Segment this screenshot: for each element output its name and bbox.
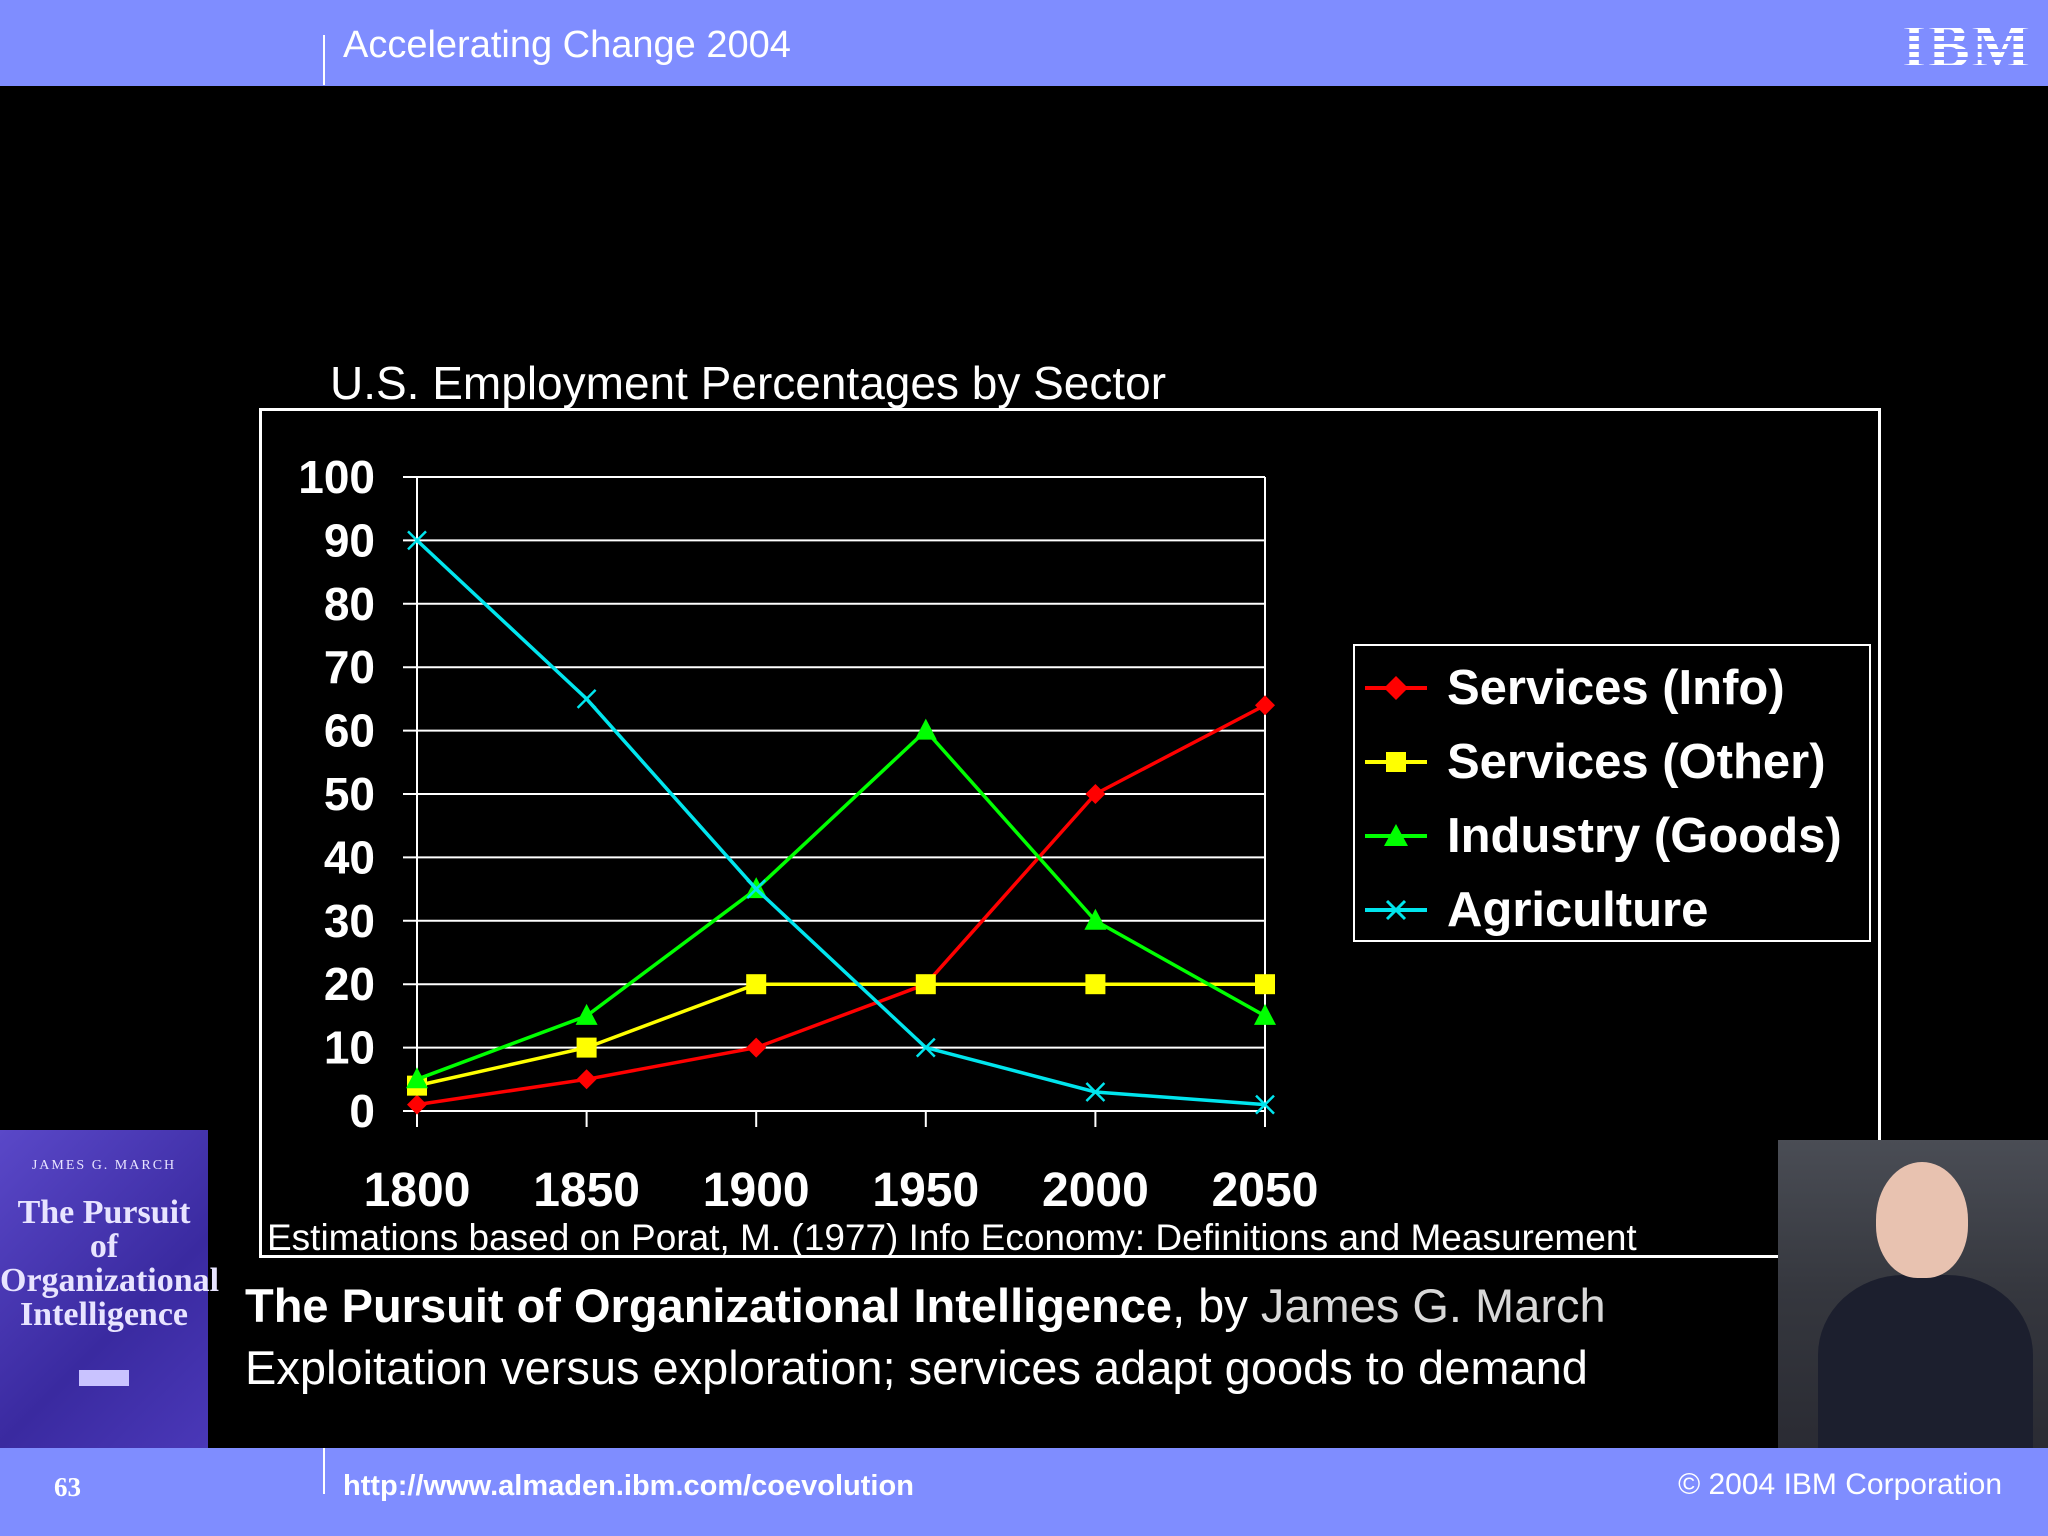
y-tick-label: 0 xyxy=(349,1085,375,1137)
data-point-x-stroke xyxy=(746,879,767,899)
data-point-triangle xyxy=(406,1067,428,1089)
legend-label: Services (Info) xyxy=(1447,661,1785,715)
data-point-triangle xyxy=(914,718,937,740)
legend-label: Services (Other) xyxy=(1447,735,1826,789)
legend-marker-square-icon xyxy=(1365,752,1427,772)
x-tick-label: 2050 xyxy=(1212,1164,1319,1217)
y-tick-label: 40 xyxy=(324,831,375,883)
x-tick-label: 1800 xyxy=(364,1164,471,1217)
y-tick-label: 30 xyxy=(324,895,375,947)
legend-item-agriculture: Agriculture xyxy=(1365,880,1708,940)
y-tick-label: 50 xyxy=(324,768,375,820)
data-point-x-stroke xyxy=(1255,1094,1275,1115)
x-tick-label: 1950 xyxy=(872,1164,979,1217)
data-point-x-stroke xyxy=(407,530,427,551)
footer-url-link[interactable]: http://www.almaden.ibm.com/coevolution xyxy=(343,1470,914,1502)
data-point-x-stroke xyxy=(915,1037,936,1058)
legend-item-industry-goods: Industry (Goods) xyxy=(1365,806,1842,866)
y-tick-label: 80 xyxy=(324,578,375,630)
page-number: 63 xyxy=(54,1472,81,1502)
ibm-logo: IBM xyxy=(1902,13,2032,81)
data-point-diamond xyxy=(576,1069,597,1090)
data-point-triangle xyxy=(1084,908,1107,930)
chart-title: U.S. Employment Percentages by Sector xyxy=(330,357,1167,409)
data-point-square xyxy=(1255,974,1275,995)
x-tick-label: 2000 xyxy=(1042,1164,1149,1217)
y-tick-label: 90 xyxy=(324,514,375,566)
book-cover-image: JAMES G. MARCH The Pursuit of Organizati… xyxy=(0,1130,220,1448)
publisher-logo xyxy=(79,1370,129,1386)
data-point-triangle xyxy=(575,1003,598,1025)
legend-marker-triangle-icon xyxy=(1365,824,1427,846)
data-point-x-stroke xyxy=(1085,1082,1106,1102)
legend-marker-x-icon xyxy=(1365,899,1427,921)
y-tick-label: 20 xyxy=(324,958,375,1010)
data-point-x-stroke xyxy=(576,689,597,709)
series-line xyxy=(416,982,1265,1088)
data-point-diamond xyxy=(746,1037,767,1058)
data-point-diamond xyxy=(1255,695,1275,716)
data-point-x xyxy=(915,1037,936,1058)
y-tick-label: 70 xyxy=(324,641,375,693)
legend-item-services-other: Services (Other) xyxy=(1365,732,1826,792)
data-point-square xyxy=(746,974,767,995)
caption-author: James G. March xyxy=(1260,1279,1606,1332)
data-point-x xyxy=(576,689,597,709)
chart-frame xyxy=(259,408,1881,1258)
data-point-triangle xyxy=(1254,1003,1276,1025)
data-point-square xyxy=(915,974,936,995)
legend-label: Industry (Goods) xyxy=(1447,809,1842,863)
y-tick-label: 100 xyxy=(298,451,375,503)
data-point-square xyxy=(576,1037,597,1058)
data-point-diamond xyxy=(407,1094,427,1115)
book-cover-title: The Pursuit of Organizational Intelligen… xyxy=(0,1194,220,1333)
source-note: Estimations based on Porat, M. (1977) In… xyxy=(267,1217,1637,1258)
y-tick-label: 60 xyxy=(324,705,375,757)
photo-body xyxy=(1818,1275,2033,1448)
y-tick-label: 10 xyxy=(324,1022,375,1074)
x-tick-label: 1850 xyxy=(533,1164,640,1217)
photo-head xyxy=(1876,1162,1968,1278)
book-cover-author: JAMES G. MARCH xyxy=(31,1158,177,1173)
caption-line-2: Exploitation versus exploration; service… xyxy=(245,1341,1588,1394)
header-bar: Accelerating Change 2004 IBM xyxy=(0,0,2048,86)
caption-book-title: The Pursuit of Organizational Intelligen… xyxy=(245,1279,1173,1332)
data-point-x xyxy=(746,879,767,899)
x-tick-label: 1900 xyxy=(703,1164,810,1217)
series-line xyxy=(416,728,1266,1081)
data-point-x xyxy=(1255,1094,1275,1115)
data-point-square xyxy=(1085,974,1106,995)
legend-label: Agriculture xyxy=(1447,883,1709,937)
legend-marker-diamond-icon xyxy=(1365,676,1427,700)
series-line xyxy=(416,703,1266,1107)
data-point-x xyxy=(1085,1082,1106,1102)
presentation-title: Accelerating Change 2004 xyxy=(343,24,791,66)
chart-legend: Services (Info) Services (Other) Industr… xyxy=(1353,644,1871,942)
caption-by: , by xyxy=(1172,1279,1261,1332)
data-point-x xyxy=(407,530,427,551)
footer-divider xyxy=(323,1448,325,1494)
series-line xyxy=(415,539,1266,1107)
legend-item-services-info: Services (Info) xyxy=(1365,658,1785,718)
caption-line-1: The Pursuit of Organizational Intelligen… xyxy=(245,1278,1606,1333)
header-divider xyxy=(323,35,325,85)
copyright: © 2004 IBM Corporation xyxy=(1678,1468,2002,1501)
data-point-diamond xyxy=(1085,784,1106,804)
author-photo xyxy=(1778,1140,2048,1448)
footer-bar: 63 http://www.almaden.ibm.com/coevolutio… xyxy=(0,1448,2048,1536)
